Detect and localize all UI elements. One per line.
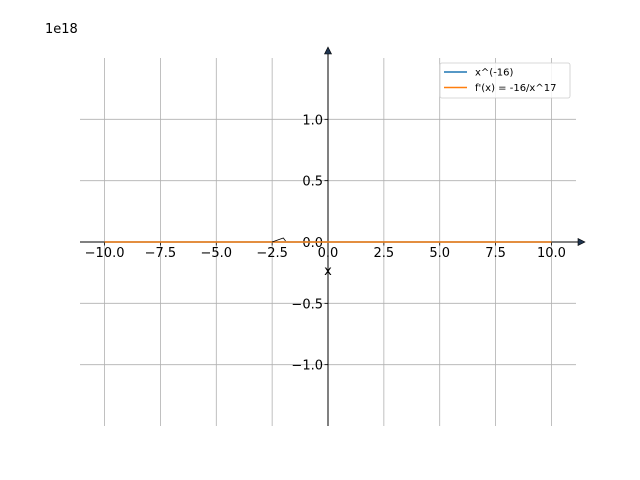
x-tick-label-8: 10.0: [537, 246, 566, 261]
x-tick-label-1: −7.5: [145, 246, 177, 261]
legend-box: [439, 62, 571, 99]
x-axis-arrow-icon: [577, 238, 586, 246]
tick-labels: −10.0 −7.5 −5.0 −2.5 0.0 2.5 5.0 7.5 10.0 −1.0 −0.…: [85, 113, 566, 373]
x-tick-label-5: 2.5: [374, 246, 395, 261]
y-tick-label-3: 0.5: [302, 175, 323, 190]
series-lines: [104, 237, 552, 243]
y-tick-label-0: −1.0: [291, 359, 323, 374]
y-offset-label: 1e18: [45, 22, 78, 37]
series-artifact: [272, 237, 286, 243]
x-tick-label-7: 7.5: [485, 246, 506, 261]
axes: [80, 46, 586, 426]
x-tick-label-0: −10.0: [85, 246, 125, 261]
x-tick-label-3: −2.5: [256, 246, 288, 261]
y-tick-label-4: 1.0: [302, 113, 323, 128]
x-tick-label-4: 0.0: [318, 246, 339, 261]
y-axis-arrow-icon: [324, 46, 332, 55]
x-axis-label: x: [324, 264, 332, 279]
legend: x^(-16) f'(x) = -16/x^17: [439, 62, 571, 99]
legend-label-1: f'(x) = -16/x^17: [475, 83, 556, 94]
y-tick-label-1: −0.5: [291, 297, 323, 312]
y-tick-label-2: 0.0: [302, 236, 323, 251]
x-tick-label-2: −5.0: [200, 246, 232, 261]
x-tick-label-6: 5.0: [429, 246, 450, 261]
legend-label-0: x^(-16): [475, 68, 514, 79]
